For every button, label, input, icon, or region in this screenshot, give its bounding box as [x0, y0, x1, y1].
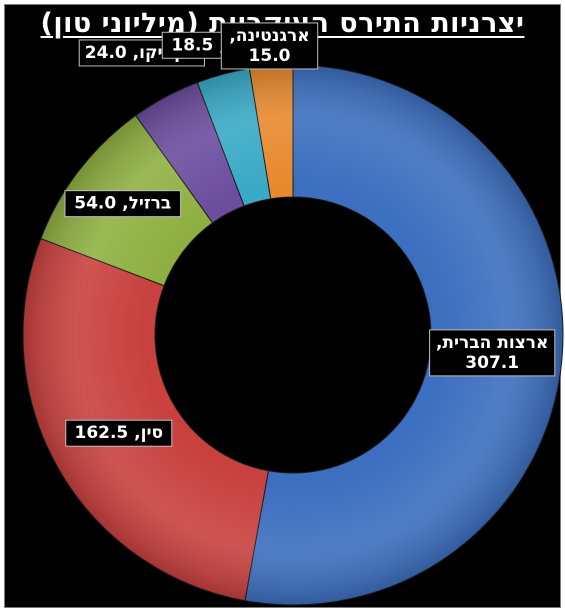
- data-label-box-2: [64, 190, 182, 218]
- data-label-text-0-0: ארצות הברית,: [436, 333, 548, 353]
- data-label-1: סין, 162.5: [65, 419, 173, 447]
- data-label-text-5-1: 15.0: [249, 46, 291, 66]
- data-label-0: ארצות הברית,307.1: [429, 329, 556, 377]
- data-label-5: ארגנטינה,15.0: [220, 22, 319, 70]
- data-label-box-0: [429, 329, 556, 377]
- data-label-2: ברזיל, 54.0: [64, 190, 182, 218]
- data-label-text-0-1: 307.1: [465, 353, 519, 373]
- data-label-text-5-0: ארגנטינה,: [229, 26, 309, 46]
- data-label-box-1: [65, 419, 173, 447]
- data-label-box-5: [220, 22, 319, 70]
- data-label-text-1-0: סין, 162.5: [74, 423, 163, 443]
- data-label-text-2-0: ברזיל, 54.0: [74, 194, 171, 214]
